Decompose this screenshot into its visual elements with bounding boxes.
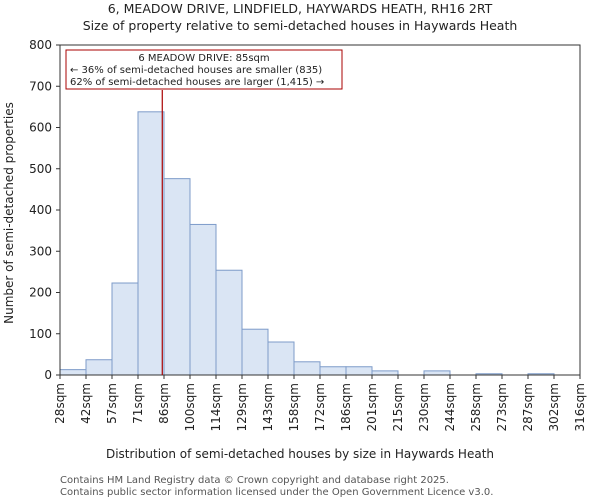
- x-tick-label: 230sqm: [417, 383, 431, 431]
- histogram-bar: [319, 366, 347, 376]
- y-axis-ticks: 0 100 200 300 400 500 600 700 800: [29, 38, 60, 382]
- y-tick-label: 300: [29, 244, 52, 258]
- x-tick-label: 114sqm: [209, 383, 223, 431]
- x-tick-label: 129sqm: [235, 383, 249, 431]
- y-tick-label: 400: [29, 203, 52, 217]
- x-tick-label: 258sqm: [469, 383, 483, 431]
- y-tick-label: 500: [29, 162, 52, 176]
- histogram-bar: [241, 328, 269, 376]
- x-tick-label: 287sqm: [521, 383, 535, 431]
- x-tick-label: 158sqm: [287, 383, 301, 431]
- y-tick-label: 0: [44, 368, 52, 382]
- annotation-line-3: 62% of semi-detached houses are larger (…: [70, 77, 324, 88]
- histogram-bar: [163, 178, 191, 376]
- x-tick-label: 316sqm: [573, 383, 587, 431]
- annotation-line-1: 6 MEADOW DRIVE: 85sqm: [138, 53, 269, 64]
- x-tick-label: 143sqm: [261, 383, 275, 431]
- x-tick-label: 172sqm: [313, 383, 327, 431]
- x-tick-label: 100sqm: [183, 383, 197, 431]
- y-tick-label: 600: [29, 121, 52, 135]
- footer-line-1: Contains HM Land Registry data © Crown c…: [60, 475, 449, 486]
- plot-frame: [59, 44, 581, 376]
- histogram-bar: [111, 282, 139, 376]
- chart-subtitle: Size of property relative to semi-detach…: [83, 18, 518, 33]
- chart-title: 6, MEADOW DRIVE, LINDFIELD, HAYWARDS HEA…: [108, 1, 493, 16]
- y-tick-label: 200: [29, 286, 52, 300]
- x-tick-label: 71sqm: [131, 383, 145, 424]
- y-tick-label: 800: [29, 38, 52, 52]
- histogram-bar: [189, 223, 217, 376]
- histogram-bar: [293, 361, 321, 376]
- x-tick-label: 201sqm: [365, 383, 379, 431]
- histogram-bar: [345, 366, 373, 376]
- y-axis-label: Number of semi-detached properties: [2, 102, 16, 324]
- x-tick-label: 42sqm: [79, 383, 93, 424]
- x-axis-label: Distribution of semi-detached houses by …: [106, 447, 494, 461]
- x-tick-label: 57sqm: [105, 383, 119, 424]
- y-tick-label: 700: [29, 79, 52, 93]
- x-tick-label: 28sqm: [53, 383, 67, 424]
- annotation-box: 6 MEADOW DRIVE: 85sqm ← 36% of semi-deta…: [65, 49, 343, 90]
- histogram-bar: [137, 111, 165, 376]
- annotation-frame: [65, 49, 343, 90]
- histogram-bar: [267, 341, 295, 376]
- x-tick-label: 86sqm: [157, 383, 171, 424]
- y-tick-label: 100: [29, 327, 52, 341]
- x-tick-label: 186sqm: [339, 383, 353, 431]
- x-axis-ticks: 28sqm 42sqm 57sqm 71sqm 86sqm 100sqm 114sqm 129…: [53, 375, 587, 431]
- histogram-bar: [59, 369, 87, 376]
- x-tick-label: 215sqm: [391, 383, 405, 431]
- footer-line-2: Contains public sector information licen…: [60, 487, 493, 498]
- x-tick-label: 302sqm: [547, 383, 561, 431]
- bars-layer: [59, 111, 555, 376]
- annotation-line-2: ← 36% of semi-detached houses are smalle…: [70, 65, 322, 76]
- histogram-bar: [371, 370, 399, 376]
- x-tick-label: 244sqm: [443, 383, 457, 431]
- histogram-bar: [85, 359, 113, 376]
- x-tick-label: 273sqm: [495, 383, 509, 431]
- histogram-bar: [423, 370, 451, 376]
- histogram-bar: [215, 269, 243, 376]
